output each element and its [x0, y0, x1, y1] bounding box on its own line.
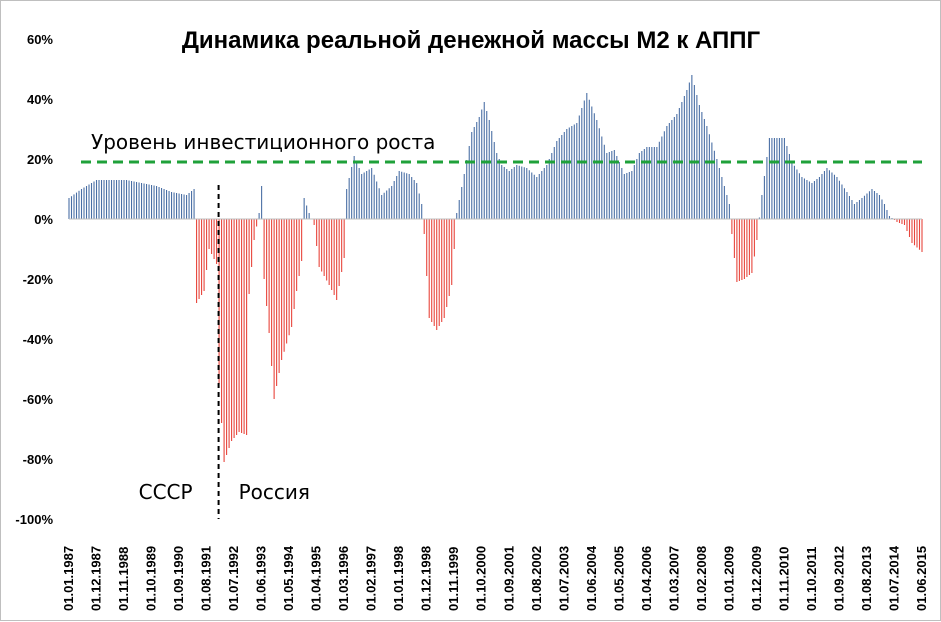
x-tick-label: 01.03.1996	[336, 546, 351, 611]
x-tick-label: 01.10.2011	[804, 547, 819, 611]
x-tick-label: 01.08.2002	[529, 546, 544, 611]
x-tick-label: 01.04.1995	[309, 546, 324, 611]
x-tick-label: 01.07.2003	[556, 546, 571, 611]
x-tick-label: 01.07.2014	[886, 545, 901, 611]
x-tick-label: 01.03.2007	[666, 546, 681, 611]
x-tick-label: 01.06.2004	[584, 545, 599, 611]
y-tick-label: -60%	[23, 392, 54, 407]
x-axis-ticks: 01.01.1987 01.12.1987 01.11.1988 01.10.1989…	[61, 545, 929, 611]
y-tick-label: -20%	[23, 272, 54, 287]
x-tick-label: 01.04.2006	[639, 546, 654, 611]
x-tick-label: 01.01.2009	[721, 546, 736, 611]
ussr-label: СССР	[139, 480, 193, 504]
x-tick-label: 01.12.1998	[419, 546, 434, 611]
x-tick-label: 01.06.1993	[254, 546, 269, 611]
x-tick-label: 01.08.1991	[199, 546, 214, 611]
x-tick-label: 01.12.2009	[749, 546, 764, 611]
x-tick-label: 01.09.2001	[501, 546, 516, 611]
y-axis-ticks: 60% 40% 20% 0% -20% -40% -60% -80% -100%	[15, 32, 53, 527]
y-tick-label: -80%	[23, 452, 54, 467]
y-tick-label: -40%	[23, 332, 54, 347]
y-tick-label: 20%	[27, 152, 53, 167]
x-tick-label: 01.08.2013	[859, 546, 874, 611]
y-tick-label: 0%	[34, 212, 53, 227]
x-tick-label: 01.05.1994	[281, 545, 296, 611]
x-tick-label: 01.02.2008	[694, 546, 709, 611]
y-tick-label: -100%	[15, 512, 53, 527]
x-tick-label: 01.05.2005	[611, 546, 626, 611]
russia-label: Россия	[239, 480, 310, 504]
x-tick-label: 01.10.2000	[474, 546, 489, 611]
x-tick-label: 01.11.2010	[776, 547, 791, 611]
y-tick-label: 60%	[27, 32, 53, 47]
x-tick-label: 01.12.1987	[89, 546, 104, 611]
reference-line-label: Уровень инвестиционного роста	[91, 130, 435, 154]
x-tick-label: 01.07.1992	[226, 546, 241, 611]
x-tick-label: 01.10.1989	[144, 546, 159, 611]
x-tick-label: 01.02.1997	[364, 546, 379, 611]
y-tick-label: 40%	[27, 92, 53, 107]
x-tick-label: 01.06.2015	[914, 546, 929, 611]
x-tick-label: 01.01.1998	[391, 546, 406, 611]
x-tick-label: 01.09.2012	[831, 546, 846, 611]
x-tick-label: 01.11.1999	[446, 547, 461, 611]
x-tick-label: 01.01.1987	[61, 546, 76, 611]
bar-series	[68, 75, 923, 462]
chart-title: Динамика реальной денежной массы М2 к АП…	[182, 27, 761, 54]
x-tick-label: 01.11.1988	[116, 547, 131, 611]
x-tick-label: 01.09.1990	[171, 546, 186, 611]
